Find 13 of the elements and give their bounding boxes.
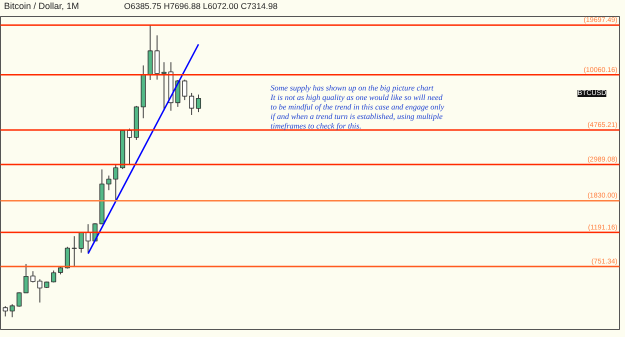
candlestick xyxy=(161,62,167,112)
candlestick xyxy=(126,128,132,165)
candlestick xyxy=(113,164,118,202)
candlestick xyxy=(196,94,202,113)
candlestick xyxy=(30,270,36,283)
candlestick xyxy=(154,34,160,80)
candlestick xyxy=(106,175,112,191)
candlestick xyxy=(51,270,56,283)
text: Some supply has shown up on the big picture chart It is not as high quality as one would like so will need to be mindful of the trend in this case and engage only if and when a trend turn is established, using multiple timeframes to check for this. xyxy=(270,84,445,130)
chart-title: Bitcoin / Dollar, 1M xyxy=(4,0,80,13)
candlestick xyxy=(189,92,194,116)
text: O6385.75 H7696.88 L6072.00 C7314.98 xyxy=(124,0,278,12)
candlestick xyxy=(23,263,29,294)
